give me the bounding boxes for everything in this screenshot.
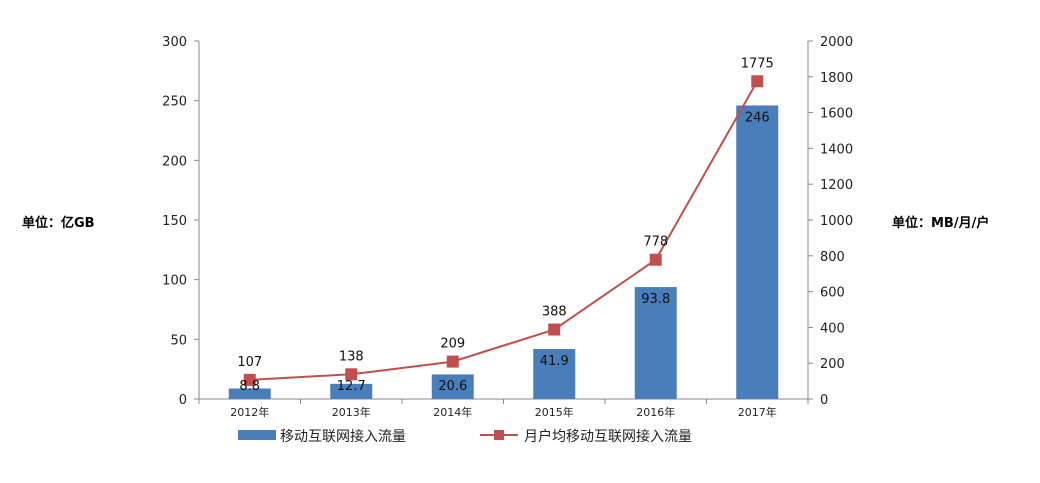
- category-label: 2014年: [433, 405, 472, 419]
- bar: [634, 287, 677, 399]
- left-axis-ticks: 0 50 100 150 200 250 300: [162, 35, 199, 408]
- bar: [533, 348, 576, 399]
- right-axis-unit: 单位：MB/月/户: [892, 215, 989, 231]
- line-marker: [548, 323, 561, 336]
- right-tick-label: 1400: [820, 142, 853, 157]
- line-data-label: 1775: [741, 56, 774, 71]
- right-tick-label: 2000: [820, 35, 853, 50]
- line-path: [249, 80, 759, 381]
- bar-data-label: 12.7: [337, 379, 366, 394]
- line-data-label: 107: [237, 355, 262, 370]
- legend-line-marker: [494, 430, 504, 440]
- bar-series: [228, 105, 779, 399]
- line-data-label: 388: [542, 305, 567, 320]
- category-label: 2012年: [230, 405, 269, 419]
- right-tick-label: 1800: [820, 71, 853, 86]
- right-tick-label: 200: [820, 357, 845, 372]
- line-marker: [446, 355, 459, 368]
- left-axis-unit: 单位：亿GB: [22, 215, 95, 231]
- line-marker: [751, 75, 764, 88]
- bar: [228, 388, 271, 399]
- right-tick-label: 1600: [820, 107, 853, 122]
- line-marker: [345, 368, 358, 381]
- right-tick-label: 1000: [820, 214, 853, 229]
- left-tick-label: 150: [162, 214, 187, 229]
- line-data-label: 778: [643, 235, 668, 250]
- legend-line-label: 月户均移动互联网接入流量: [524, 428, 692, 445]
- legend-bar-swatch: [238, 430, 276, 440]
- left-tick-label: 0: [179, 393, 187, 408]
- left-tick-label: 250: [162, 95, 187, 110]
- line-data-labels: 107 138 209 388 778 1775: [237, 56, 773, 370]
- line-marker: [243, 373, 256, 386]
- bar-data-label: 41.9: [540, 354, 569, 369]
- right-axis-ticks: 0 200 400 600 800 1000 1200 1400 1600 1800 2000: [808, 35, 853, 408]
- bar: [736, 105, 779, 399]
- right-tick-label: 1200: [820, 178, 853, 193]
- category-label: 2015年: [535, 405, 574, 419]
- bar-data-label: 246: [745, 110, 770, 125]
- line-data-label: 209: [440, 337, 465, 352]
- bar-data-label: 20.6: [438, 379, 467, 394]
- right-tick-label: 0: [820, 393, 828, 408]
- legend-bar-label: 移动互联网接入流量: [280, 428, 406, 445]
- category-label: 2017年: [738, 405, 777, 419]
- left-tick-label: 50: [170, 333, 187, 348]
- right-tick-label: 600: [820, 286, 845, 301]
- line-data-label: 138: [339, 349, 364, 364]
- left-tick-label: 100: [162, 274, 187, 289]
- bar-data-labels: 8.8 12.7 20.6 41.9 93.8 246: [239, 110, 769, 394]
- right-tick-label: 800: [820, 250, 845, 265]
- right-tick-label: 400: [820, 321, 845, 336]
- line-series: [243, 75, 764, 386]
- category-label: 2016年: [636, 405, 675, 419]
- left-tick-label: 200: [162, 154, 187, 169]
- category-label: 2013年: [332, 405, 371, 419]
- bar-data-label: 8.8: [239, 379, 260, 394]
- bar: [330, 383, 373, 399]
- line-marker: [649, 253, 662, 266]
- left-tick-label: 300: [162, 35, 187, 50]
- bar: [431, 374, 474, 399]
- bar-data-label: 93.8: [641, 292, 670, 307]
- category-labels: 2012年 2013年 2014年 2015年 2016年 2017年: [198, 399, 809, 419]
- legend: 移动互联网接入流量 月户均移动互联网接入流量: [238, 428, 692, 445]
